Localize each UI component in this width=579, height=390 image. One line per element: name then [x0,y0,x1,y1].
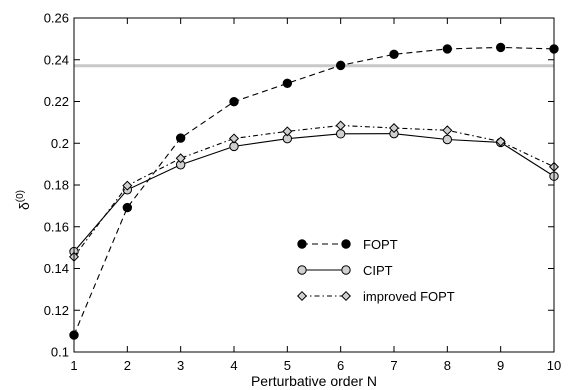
x-tick-label: 2 [124,358,131,373]
legend: FOPT CIPT improved FOPT [296,237,455,304]
data-point [175,133,186,143]
data-point [335,129,346,139]
y-tick-label: 0.24 [44,52,69,67]
x-axis-title: Perturbative order N [251,373,377,389]
data-point [229,97,239,107]
legend-label: improved FOPT [363,289,455,304]
data-point [228,133,240,144]
axes-layer: 1 2 3 4 5 6 7 8 9 10 0.1 0.12 0.14 0.16 0.18 0.2 0.22 0.2… [44,11,562,374]
data-point [442,134,453,145]
series-fopt [69,42,559,340]
data-point [122,180,133,191]
data-point [495,42,506,53]
x-tick-label: 3 [177,358,184,373]
legend-label: FOPT [363,237,398,252]
legend-marker [341,265,351,275]
legend-label: CIPT [363,263,393,278]
y-tick-label: 0.14 [44,261,69,276]
data-point [389,49,399,60]
y-tick-label: 0.16 [44,219,69,234]
data-point [122,202,133,213]
x-tick-label: 7 [390,358,397,373]
data-point [335,120,346,131]
y-tick-label: 0.18 [44,178,69,193]
legend-marker [297,265,307,275]
x-tick-label: 9 [497,358,504,373]
legend-marker [340,290,352,302]
y-tick-label: 0.2 [51,136,69,151]
data-point [442,125,453,136]
data-point [175,153,186,164]
x-tick-label: 8 [444,358,451,373]
data-point [495,136,506,147]
series-line [73,46,555,336]
data-point [335,60,346,71]
x-tick-label: 1 [70,358,77,373]
series-line [73,124,555,258]
y-tick-label: 0.26 [44,11,69,26]
x-tick-label: 4 [230,358,237,373]
data-point [282,126,293,137]
plot-frame [73,17,555,353]
legend-marker [297,239,307,249]
legend-marker [341,239,351,249]
y-tick-label: 0.12 [44,303,69,318]
series-line [73,133,555,252]
y-tick-label: 0.1 [51,345,69,360]
y-axis-title: δ(0) [15,190,32,210]
x-tick-label: 10 [547,358,561,373]
y-tick-label: 0.22 [44,94,69,109]
x-tick-label: 6 [337,358,344,373]
x-tick-label: 5 [284,358,291,373]
y-axis-title-superscript: (0) [15,190,26,202]
series-improved-fopt [68,120,560,262]
data-point [282,78,293,89]
series-layer [68,42,560,340]
data-point [442,44,453,54]
legend-marker [296,290,308,302]
series-cipt [69,128,559,257]
data-point [388,123,400,134]
